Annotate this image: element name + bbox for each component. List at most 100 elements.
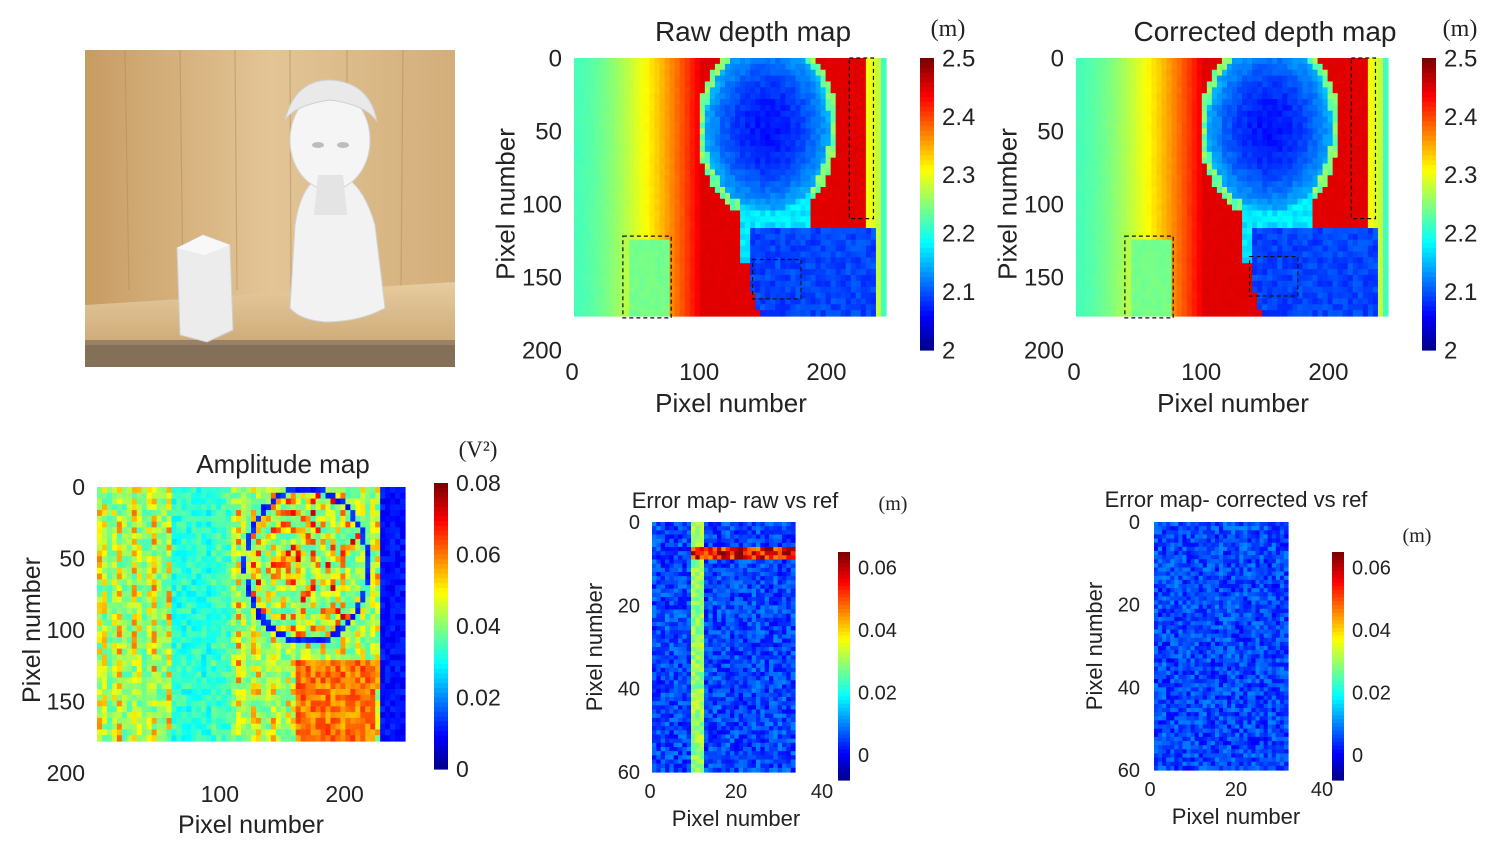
heatmap-cell (735, 280, 741, 288)
heatmap-cell (770, 192, 776, 200)
heatmap-cell (634, 175, 641, 182)
heatmap-cell (815, 257, 822, 264)
heatmap-cell (1322, 87, 1329, 94)
heatmap-cell (1096, 63, 1102, 71)
heatmap-cell (1372, 257, 1379, 264)
heatmap-cell (609, 145, 615, 153)
heatmap-cell (825, 292, 832, 300)
heatmap-cell (825, 58, 832, 65)
heatmap-cell (579, 69, 585, 77)
heatmap-cell (1201, 63, 1208, 71)
heatmap-cell (880, 304, 887, 311)
heatmap-cell (730, 93, 736, 100)
heatmap-cell (704, 304, 711, 311)
heatmap-cell (745, 140, 751, 147)
heatmap-cell (1216, 63, 1223, 71)
heatmap-cell (1101, 69, 1107, 77)
heatmap-cell (875, 286, 882, 294)
heatmap-cell (1382, 116, 1389, 124)
heatmap-cell (1362, 157, 1369, 165)
heatmap-cell (619, 163, 625, 171)
heatmap-cell (865, 310, 872, 317)
heatmap-cell (825, 151, 832, 159)
heatmap-cell (619, 87, 625, 94)
heatmap-cell (1091, 134, 1097, 141)
heatmap-cell (835, 263, 842, 270)
heatmap-cell (765, 280, 771, 288)
heatmap-cell (654, 298, 661, 305)
heatmap-cell (1111, 204, 1117, 212)
heatmap-cell (1126, 69, 1132, 77)
heatmap-cell (654, 151, 661, 159)
heatmap-cell (1091, 163, 1097, 171)
heatmap-cell (1186, 134, 1193, 141)
heatmap-cell (589, 87, 595, 94)
heatmap-cell (1126, 140, 1132, 147)
heatmap-cell (730, 187, 736, 194)
heatmap-cell (880, 63, 887, 71)
heatmap-cell (1252, 145, 1258, 153)
heatmap-cell (825, 210, 832, 217)
heatmap-cell (699, 145, 706, 153)
heatmap-cell (634, 157, 641, 165)
heatmap-cell (1332, 99, 1339, 106)
heatmap-cell (755, 110, 761, 118)
heatmap-cell (1156, 145, 1163, 153)
heatmap-cell (1297, 187, 1304, 194)
heatmap-cell (1277, 198, 1283, 206)
heatmap-cell (1186, 222, 1193, 229)
heatmap-cell (1096, 75, 1102, 83)
heatmap-cell (1186, 87, 1193, 94)
heatmap-cell (1362, 175, 1369, 182)
heatmap-cell (785, 140, 791, 147)
heatmap-cell (679, 93, 686, 100)
heatmap-cell (594, 222, 600, 229)
heatmap-cell (1242, 163, 1248, 171)
heatmap-cell (820, 233, 827, 241)
heatmap-cell (1181, 198, 1188, 206)
heatmap-cell (815, 292, 822, 300)
heatmap-cell (1302, 104, 1309, 112)
heatmap-cell (775, 222, 781, 229)
heatmap-cell (1267, 198, 1273, 206)
heatmap-cell (765, 104, 771, 112)
heatmap-cell (679, 116, 686, 124)
heatmap-cell (1247, 93, 1253, 100)
heatmap-cell (664, 239, 671, 247)
heatmap-cell (579, 210, 585, 217)
heatmap-cell (719, 151, 726, 159)
heatmap-cell (1377, 63, 1384, 71)
heatmap-cell (1297, 245, 1304, 253)
heatmap-cell (1347, 81, 1354, 88)
heatmap-cell (1342, 192, 1349, 200)
heatmap-cell (765, 110, 771, 118)
heatmap-cell (840, 58, 847, 65)
heatmap-cell (629, 181, 635, 188)
heatmap-cell (609, 233, 615, 241)
heatmap-cell (1196, 87, 1203, 94)
heatmap-cell (835, 198, 842, 206)
heatmap-cell (664, 204, 671, 212)
heatmap-cell (574, 239, 580, 247)
heatmap-cell (1116, 192, 1122, 200)
heatmap-cell (689, 145, 696, 153)
heatmap-cell (830, 181, 837, 188)
heatmap-cell (1211, 110, 1218, 118)
heatmap-cell (1377, 134, 1384, 141)
heatmap-cell (724, 110, 731, 118)
heatmap-cell (1196, 128, 1203, 135)
heatmap-cell (1106, 104, 1112, 112)
heatmap-cell (1337, 216, 1344, 223)
heatmap-cell (709, 140, 716, 147)
heatmap-cell (865, 104, 872, 112)
heatmap-cell (634, 75, 641, 83)
heatmap-cell (850, 134, 857, 141)
heatmap-cell (614, 157, 620, 165)
heatmap-cell (699, 187, 706, 194)
heatmap-cell (755, 151, 761, 159)
heatmap-cell (1146, 257, 1153, 264)
heatmap-cell (825, 134, 832, 141)
heatmap-cell (1081, 87, 1087, 94)
heatmap-cell (1322, 175, 1329, 182)
heatmap-cell (790, 110, 797, 118)
